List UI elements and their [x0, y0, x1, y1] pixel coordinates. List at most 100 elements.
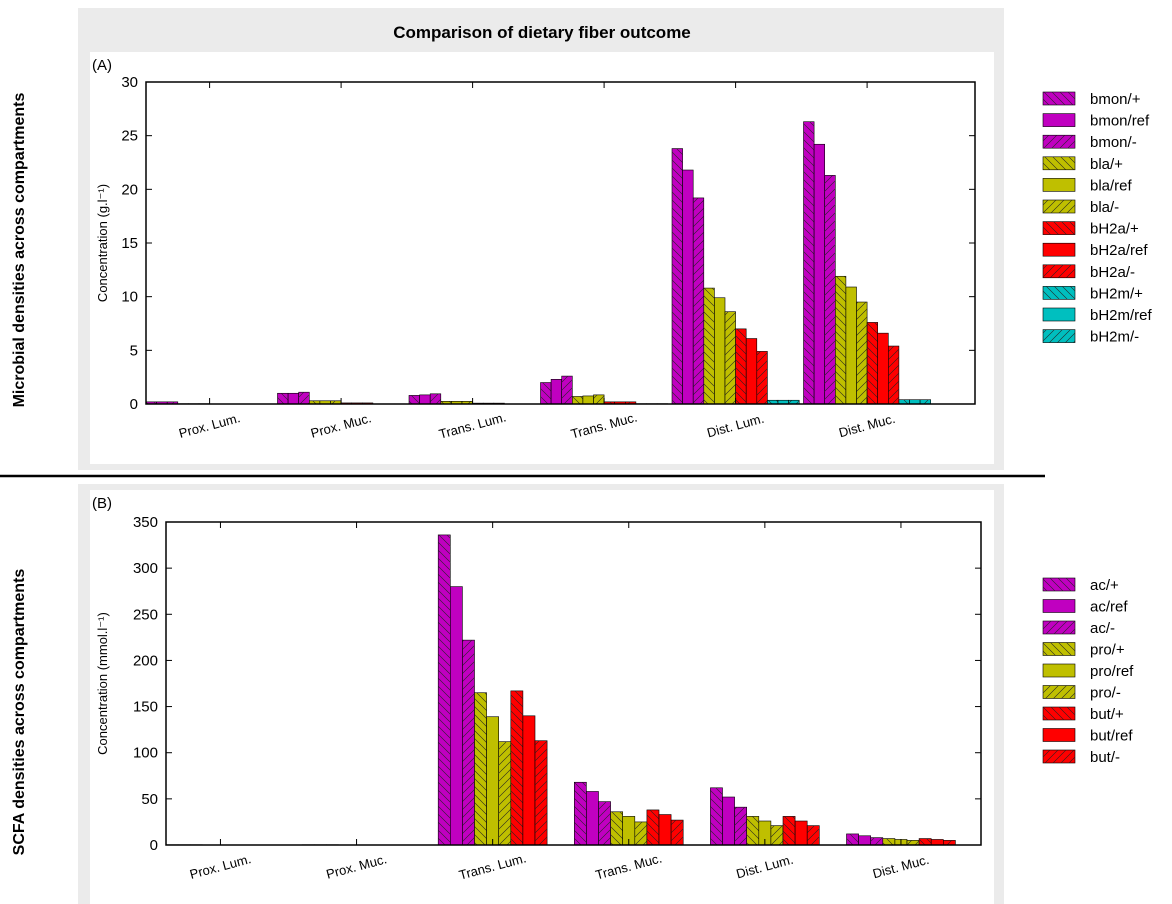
- panel-b-legend-swatch: [1042, 728, 1076, 742]
- panel-a-bar: [419, 394, 431, 405]
- panel-b-legend-label: but/ref: [1090, 728, 1133, 745]
- panel-b-bar: [449, 586, 463, 846]
- panel-a-bar-hatch: [440, 401, 452, 404]
- panel-b-bar-hatch: [510, 690, 523, 845]
- panel-a-y-axis-label: Concentration (g.l⁻¹): [95, 184, 110, 302]
- panel-a-legend-swatch: [1042, 242, 1076, 257]
- panel-a-bar: [877, 332, 889, 405]
- panel-a-bar: [287, 392, 300, 405]
- panel-a-bar-hatch: [298, 392, 310, 404]
- panel-a-legend-swatch-hatch: [1043, 200, 1075, 213]
- panel-b-legend-swatch-hatch: [1043, 621, 1075, 634]
- panel-a-bar-hatch: [462, 401, 473, 404]
- panel-a-legend-label: bH2m/+: [1090, 285, 1143, 302]
- panel-b-y-tick-label: 100: [133, 745, 158, 762]
- panel-a-bar-hatch: [703, 288, 715, 404]
- panel-a-bar-hatch: [835, 276, 846, 404]
- panel-a-legend-swatch-hatch: [1043, 135, 1075, 149]
- panel-b-legend-swatch-hatch: [1043, 685, 1075, 699]
- panel-b-bar-hatch: [598, 801, 611, 845]
- panel-b-bar-hatch: [783, 816, 796, 845]
- panel-a-bar-hatch: [788, 400, 800, 404]
- panel-a-bar-hatch: [430, 393, 441, 404]
- panel-b-bar-hatch: [574, 782, 587, 845]
- panel-b-bar: [858, 835, 871, 846]
- panel-a-legend-swatch-hatch: [1043, 156, 1075, 170]
- panel-a-bar-hatch: [693, 197, 704, 404]
- row-label-scfa: SCFA densities across compartments: [11, 569, 28, 856]
- panel-a-legend-label: bla/ref: [1090, 177, 1133, 194]
- panel-a-bar: [682, 169, 694, 405]
- panel-a-legend-label: bH2a/+: [1090, 221, 1139, 238]
- panel-b-legend-label: pro/-: [1090, 685, 1121, 702]
- panel-a-y-tick-label: 10: [121, 289, 138, 306]
- panel-a-y-tick-label: 15: [121, 235, 138, 252]
- panel-a-bar-hatch: [625, 401, 636, 404]
- panel-b-bar-hatch: [535, 740, 548, 845]
- panel-b-bar-hatch: [846, 833, 859, 845]
- panel-b-legend-label: but/+: [1090, 706, 1124, 723]
- panel-b-bar-hatch: [807, 825, 820, 845]
- row-label-microbial: Microbial densities across compartments: [11, 93, 28, 408]
- panel-b-bar: [930, 839, 944, 846]
- panel-a-bar: [745, 338, 758, 405]
- panel-b-bar-hatch: [882, 838, 895, 845]
- panel-b-y-axis-label: Concentration (mmol.l⁻¹): [95, 612, 110, 755]
- panel-a-label: (A): [92, 57, 112, 74]
- panel-a-bar-hatch: [824, 175, 836, 404]
- panel-b-bar-hatch: [438, 534, 451, 845]
- panel-b-bar-hatch: [610, 811, 623, 845]
- panel-a-legend-swatch: [1042, 113, 1076, 127]
- panel-a-legend-swatch-hatch: [1043, 286, 1075, 300]
- panel-b-legend-label: but/-: [1090, 749, 1120, 766]
- panel-b-y-tick-label: 50: [141, 791, 158, 808]
- panel-a-bar: [813, 143, 825, 405]
- panel-a-bar-hatch: [604, 401, 615, 404]
- panel-b-bar-hatch: [671, 820, 684, 845]
- panel-a-bar-hatch: [735, 328, 747, 404]
- panel-a-bar-hatch: [561, 376, 573, 404]
- panel-b-y-tick-label: 0: [150, 837, 158, 854]
- panel-b-legend-label: pro/+: [1090, 642, 1125, 659]
- panel-a-bar-hatch: [572, 396, 583, 404]
- panel-a-bar-hatch: [867, 322, 878, 404]
- panel-a-bar-hatch: [898, 399, 910, 404]
- panel-a-legend-label: bH2m/ref: [1090, 307, 1153, 324]
- panel-a-bar: [582, 395, 594, 405]
- panel-a-legend-label: bH2m/-: [1090, 329, 1139, 346]
- panel-a-bar-hatch: [146, 401, 157, 404]
- panel-b-bar: [794, 820, 808, 846]
- panel-a-bar-hatch: [888, 346, 899, 404]
- panel-b-legend-swatch: [1042, 599, 1076, 613]
- panel-b-bar-hatch: [498, 741, 511, 845]
- panel-a-y-tick-label: 0: [130, 396, 138, 413]
- panel-a-bar-hatch: [803, 121, 815, 405]
- panel-b-bar-hatch: [770, 825, 783, 845]
- panel-b-bar-hatch: [474, 692, 487, 845]
- panel-b-plot-frame: [165, 521, 982, 846]
- panel-a-bar-hatch: [167, 401, 178, 404]
- panel-a-bar-hatch: [409, 395, 420, 404]
- panel-b-y-tick-label: 250: [133, 606, 158, 623]
- panel-b-bar: [722, 796, 735, 846]
- panel-b-label: (B): [92, 495, 112, 512]
- panel-b-legend-swatch: [1042, 663, 1076, 678]
- panel-a-bar-hatch: [672, 148, 683, 404]
- panel-a-legend-swatch: [1042, 307, 1076, 322]
- panel-b-y-tick-label: 200: [133, 652, 158, 669]
- panel-a-legend-swatch-hatch: [1043, 329, 1075, 343]
- panel-a-legend-label: bmon/-: [1090, 134, 1137, 151]
- panel-b-legend-swatch-hatch: [1043, 642, 1075, 656]
- panel-a-bar-hatch: [920, 399, 931, 404]
- panel-b-y-tick-label: 350: [133, 514, 158, 531]
- panel-b-bar-hatch: [870, 837, 883, 845]
- panel-b-legend-swatch-hatch: [1043, 707, 1075, 720]
- panel-b-y-tick-label: 300: [133, 560, 158, 577]
- panel-b-y-tick-label: 150: [133, 699, 158, 716]
- panel-a-legend-label: bmon/+: [1090, 91, 1141, 108]
- panel-b-bar: [658, 814, 672, 846]
- panel-b-bar: [586, 791, 599, 846]
- figure-title: Comparison of dietary fiber outcome: [393, 23, 691, 42]
- panel-a-bar: [845, 286, 857, 405]
